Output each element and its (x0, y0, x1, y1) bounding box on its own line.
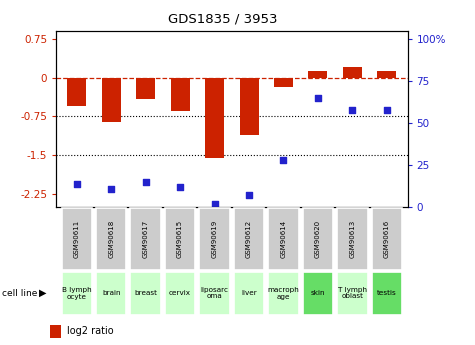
Text: GSM90614: GSM90614 (281, 220, 286, 258)
Text: GDS1835 / 3953: GDS1835 / 3953 (169, 12, 278, 25)
Text: brain: brain (102, 290, 121, 296)
Point (107, 186, 115, 191)
Point (245, 193, 253, 198)
Point (73, 181, 81, 186)
Bar (165, 208, 195, 270)
Point (142, 179, 150, 185)
Bar (50, 325, 61, 338)
Text: cell line: cell line (2, 289, 38, 298)
Text: GSM90619: GSM90619 (211, 220, 218, 258)
Text: GSM90620: GSM90620 (315, 220, 321, 258)
Bar (96, 208, 126, 270)
Text: GSM90612: GSM90612 (246, 220, 252, 258)
Bar (303, 208, 333, 270)
Bar (200, 208, 230, 270)
Text: GSM90611: GSM90611 (74, 220, 80, 258)
Point (280, 157, 287, 163)
Bar (136, 78, 155, 99)
Text: log2 ratio: log2 ratio (67, 326, 114, 336)
Bar (205, 78, 224, 158)
Bar (234, 272, 264, 315)
Text: GSM90613: GSM90613 (350, 220, 355, 258)
Bar (102, 78, 121, 122)
Bar (62, 272, 92, 315)
Text: liver: liver (241, 290, 257, 296)
Text: B lymph
ocyte: B lymph ocyte (62, 287, 92, 299)
Text: GSM90615: GSM90615 (177, 220, 183, 258)
Point (349, 107, 356, 112)
Bar (303, 272, 333, 315)
Bar (62, 208, 92, 270)
Text: T lymph
oblast: T lymph oblast (338, 287, 367, 299)
Bar (274, 78, 293, 87)
Bar (131, 208, 161, 270)
Bar (96, 272, 126, 315)
Bar (268, 272, 299, 315)
Bar (131, 272, 161, 315)
Bar (200, 272, 230, 315)
Text: cervix: cervix (169, 290, 191, 296)
Point (314, 95, 322, 101)
Bar (67, 78, 86, 106)
Bar (337, 272, 368, 315)
Text: GSM90616: GSM90616 (384, 220, 390, 258)
Bar (268, 208, 299, 270)
Bar (343, 67, 362, 78)
Text: skin: skin (311, 290, 325, 296)
Bar (372, 208, 402, 270)
Bar (165, 272, 195, 315)
Bar (308, 71, 327, 78)
Point (176, 184, 184, 190)
Text: ▶: ▶ (39, 288, 47, 298)
Point (383, 107, 390, 112)
Bar (239, 78, 258, 135)
Text: GSM90617: GSM90617 (142, 220, 149, 258)
Bar (234, 208, 264, 270)
Bar (337, 208, 368, 270)
Text: GSM90618: GSM90618 (108, 220, 114, 258)
Bar (372, 272, 402, 315)
Text: macroph
age: macroph age (267, 287, 299, 299)
Text: testis: testis (377, 290, 397, 296)
Text: breast: breast (134, 290, 157, 296)
Bar (378, 71, 396, 78)
Bar (171, 78, 190, 111)
Text: liposarc
oma: liposarc oma (200, 287, 228, 299)
Point (211, 201, 218, 206)
